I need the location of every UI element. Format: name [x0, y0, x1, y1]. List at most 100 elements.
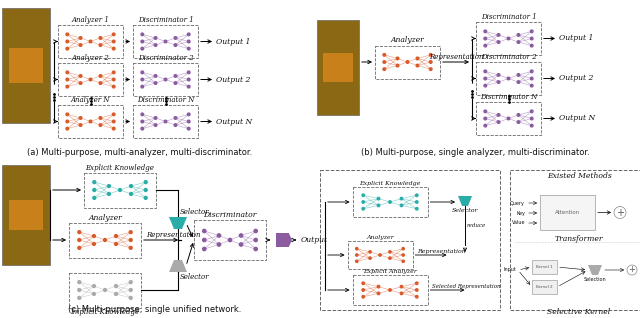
Circle shape — [93, 197, 96, 199]
Circle shape — [362, 289, 364, 291]
Polygon shape — [276, 233, 292, 247]
Text: +: + — [616, 208, 624, 218]
Circle shape — [396, 57, 399, 60]
Bar — [58, 63, 123, 96]
Circle shape — [362, 295, 364, 298]
Circle shape — [497, 114, 500, 116]
Circle shape — [129, 238, 132, 241]
Circle shape — [113, 78, 115, 81]
Circle shape — [383, 61, 386, 63]
Circle shape — [203, 247, 206, 251]
Circle shape — [118, 189, 122, 191]
Circle shape — [378, 292, 380, 294]
Text: Selection: Selection — [584, 277, 606, 282]
Text: Representation: Representation — [146, 231, 200, 239]
Circle shape — [174, 117, 177, 119]
Circle shape — [89, 40, 92, 43]
Polygon shape — [9, 200, 43, 230]
Circle shape — [79, 117, 82, 119]
Circle shape — [99, 37, 102, 39]
Circle shape — [154, 117, 157, 119]
Circle shape — [99, 124, 102, 126]
Text: Selector: Selector — [180, 273, 210, 281]
Text: (a) Multi-purpose, multi-analyzer, multi-discriminator.: (a) Multi-purpose, multi-analyzer, multi… — [28, 148, 253, 157]
Circle shape — [164, 120, 167, 123]
Circle shape — [174, 44, 177, 46]
Bar — [2, 165, 50, 265]
Circle shape — [108, 192, 111, 195]
Circle shape — [188, 47, 190, 50]
Circle shape — [362, 201, 364, 203]
Text: Discriminator N: Discriminator N — [480, 93, 537, 101]
Circle shape — [99, 44, 102, 46]
Circle shape — [174, 124, 177, 126]
Circle shape — [429, 68, 432, 70]
Text: Kernel 1: Kernel 1 — [536, 265, 553, 269]
Text: Discriminator: Discriminator — [204, 211, 257, 219]
Text: reduce: reduce — [467, 223, 486, 228]
Text: Discriminator N: Discriminator N — [137, 96, 194, 104]
Text: Output N: Output N — [216, 117, 252, 126]
Circle shape — [113, 120, 115, 123]
Circle shape — [129, 231, 132, 233]
Circle shape — [531, 117, 533, 120]
Circle shape — [484, 70, 486, 73]
Circle shape — [415, 194, 418, 197]
Circle shape — [115, 243, 118, 245]
Text: Selector: Selector — [452, 208, 478, 213]
Polygon shape — [9, 48, 43, 83]
Circle shape — [93, 181, 96, 183]
Circle shape — [484, 44, 486, 47]
Circle shape — [369, 257, 371, 259]
Text: Analyzer: Analyzer — [390, 37, 424, 45]
Text: (b) Multi-purpose, single analyzer, multi-discriminator.: (b) Multi-purpose, single analyzer, mult… — [360, 148, 589, 157]
Circle shape — [93, 285, 95, 287]
Text: Existed Methods: Existed Methods — [547, 172, 611, 180]
Circle shape — [531, 84, 533, 87]
Text: Selector: Selector — [180, 208, 210, 216]
Circle shape — [66, 127, 68, 130]
Text: Analyzer: Analyzer — [88, 213, 122, 222]
Circle shape — [79, 82, 82, 84]
Circle shape — [429, 53, 432, 56]
Circle shape — [402, 260, 404, 262]
Circle shape — [104, 288, 106, 291]
Circle shape — [517, 34, 520, 36]
Circle shape — [517, 81, 520, 83]
Circle shape — [239, 234, 243, 237]
Circle shape — [415, 295, 418, 298]
Circle shape — [497, 34, 500, 36]
Circle shape — [93, 243, 95, 245]
Circle shape — [531, 110, 533, 113]
Circle shape — [415, 208, 418, 210]
Circle shape — [531, 30, 533, 33]
Text: Selective Kernel: Selective Kernel — [547, 308, 611, 316]
Circle shape — [78, 231, 81, 233]
Text: Representation: Representation — [417, 249, 467, 254]
Circle shape — [484, 30, 486, 33]
Circle shape — [129, 288, 132, 291]
Circle shape — [402, 247, 404, 250]
Circle shape — [78, 288, 81, 291]
Circle shape — [66, 78, 68, 81]
Circle shape — [218, 243, 221, 246]
Bar — [476, 102, 541, 135]
Circle shape — [66, 47, 68, 50]
Circle shape — [141, 127, 143, 130]
Circle shape — [144, 181, 147, 183]
Text: Output: Output — [301, 236, 328, 244]
Text: Discriminator 1: Discriminator 1 — [138, 16, 193, 24]
Circle shape — [497, 81, 500, 83]
Bar — [133, 105, 198, 138]
Circle shape — [369, 251, 371, 253]
Circle shape — [164, 40, 167, 43]
Circle shape — [416, 64, 419, 67]
Circle shape — [108, 185, 111, 188]
Circle shape — [254, 229, 257, 233]
Circle shape — [396, 64, 399, 67]
Text: Output 2: Output 2 — [216, 75, 250, 84]
Circle shape — [356, 247, 358, 250]
Circle shape — [484, 77, 486, 80]
Circle shape — [79, 124, 82, 126]
Circle shape — [507, 117, 510, 120]
